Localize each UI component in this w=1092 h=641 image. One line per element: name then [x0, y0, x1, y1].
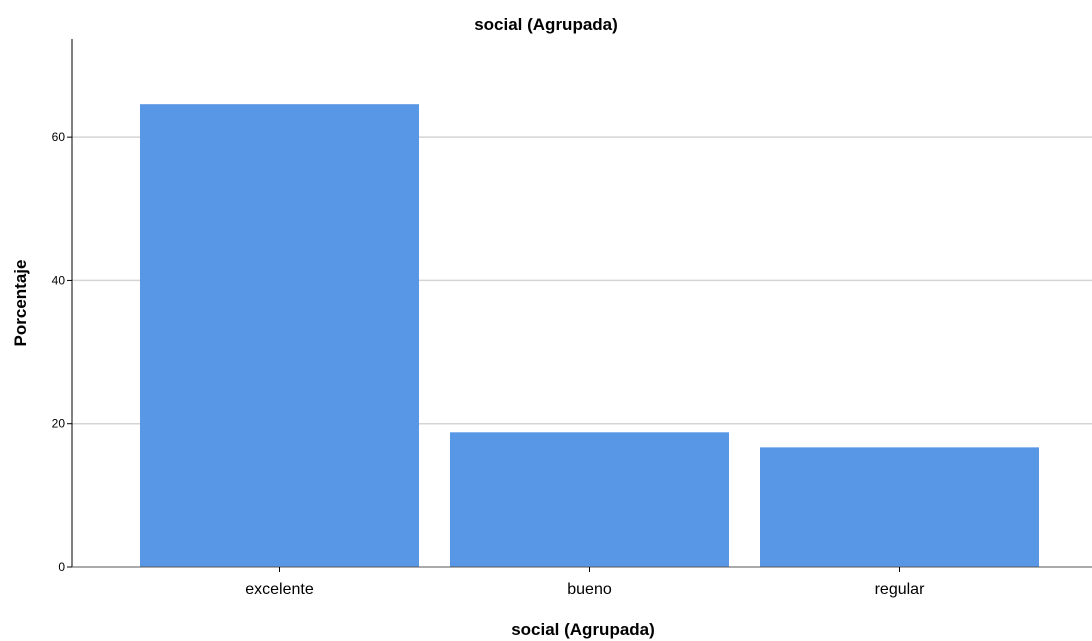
y-tick-labels: 0 20 40 60 [52, 130, 72, 574]
y-axis-title: Porcentaje [11, 260, 30, 347]
bar-excelente [140, 104, 419, 567]
x-axis-title: social (Agrupada) [511, 620, 655, 639]
bar-bueno [450, 432, 729, 567]
y-tick-label-20: 20 [52, 417, 66, 431]
y-tick-label-0: 0 [58, 560, 65, 574]
x-tick-label-bueno: bueno [567, 581, 612, 598]
x-tick-labels: excelente bueno regular [245, 567, 925, 598]
y-tick-label-40: 40 [52, 273, 66, 287]
chart-title: social (Agrupada) [474, 15, 618, 34]
y-tick-label-60: 60 [52, 130, 66, 144]
axes [71, 39, 1092, 568]
bar-regular [760, 447, 1039, 567]
x-tick-label-excelente: excelente [245, 581, 314, 598]
x-tick-label-regular: regular [875, 581, 925, 598]
bars [140, 104, 1039, 567]
